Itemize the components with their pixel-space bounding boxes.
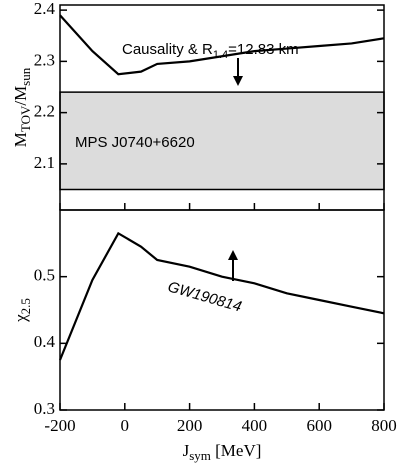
x-tick-label: -200 [44, 416, 75, 435]
x-tick-label: 400 [242, 416, 268, 435]
arrowhead [228, 250, 238, 260]
y-tick-label: 0.4 [34, 332, 56, 351]
subscript: 1.4 [213, 49, 228, 61]
label-part: /M [11, 86, 30, 106]
arrowhead [233, 76, 243, 86]
band-label: MPS J0740+6620 [75, 134, 195, 151]
y-tick-label: 0.3 [34, 399, 55, 418]
y-tick-label: 2.2 [34, 102, 55, 121]
annotation: GW190814 [166, 278, 244, 315]
y-tick-label: 2.3 [34, 50, 55, 69]
subscript: sun [18, 67, 33, 86]
label-part: J [183, 441, 190, 460]
label-part: =12.83 km [228, 41, 298, 58]
subscript: sym [189, 448, 211, 463]
annotation: Causality & R1.4=12.83 km [122, 41, 299, 61]
line [58, 231, 385, 361]
label-part: [MeV] [211, 441, 262, 460]
y-tick-label: 2.1 [34, 153, 55, 172]
x-tick-label: 200 [177, 416, 203, 435]
y-axis-label: χ2.5 [11, 298, 33, 323]
band [59, 91, 385, 191]
subscript: TOV [18, 105, 33, 132]
x-axis-label: Jsym [MeV] [183, 441, 262, 463]
subscript: 2.5 [18, 298, 33, 314]
x-tick-label: 600 [306, 416, 332, 435]
y-axis-label: MTOV/Msun [11, 67, 33, 147]
x-tick-label: 0 [121, 416, 130, 435]
y-tick-label: 2.4 [34, 0, 56, 18]
label-part: M [11, 132, 30, 147]
label-part: Causality & R [122, 41, 213, 58]
frame [59, 209, 385, 411]
x-tick-label: 800 [371, 416, 397, 435]
y-tick-label: 0.5 [34, 266, 55, 285]
label-part: χ [11, 314, 30, 323]
line [59, 14, 385, 76]
